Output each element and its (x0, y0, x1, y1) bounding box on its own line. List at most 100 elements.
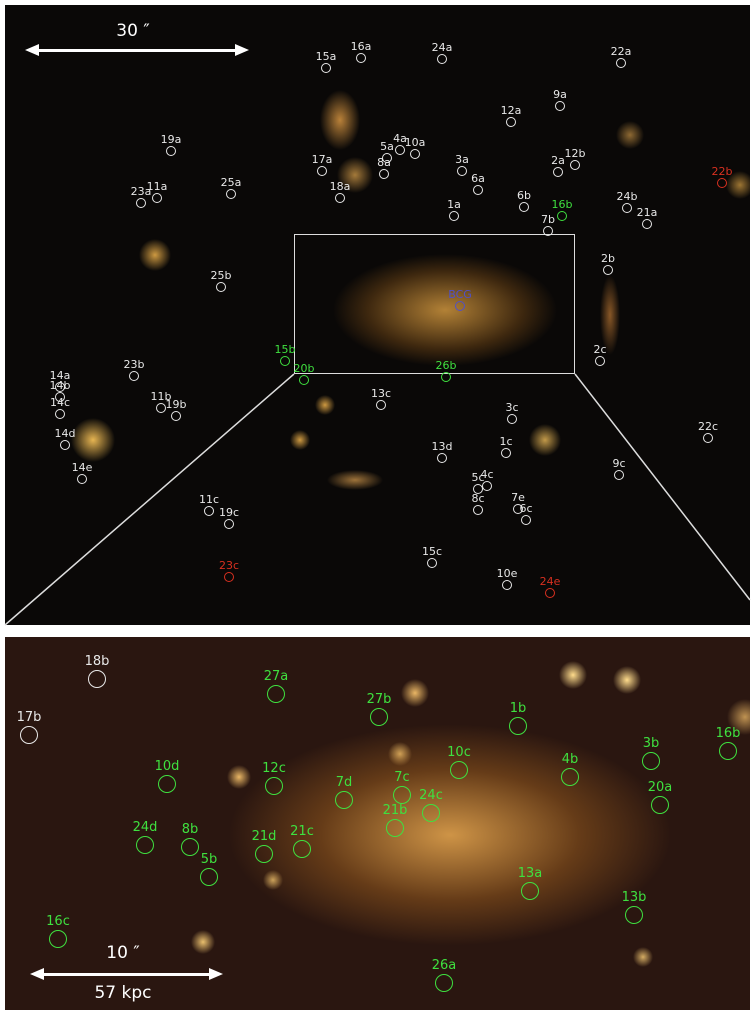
image-marker-circle (509, 717, 527, 735)
image-marker-label: 21c (290, 824, 314, 839)
image-marker-label: 9a (553, 88, 567, 101)
image-marker-label: 23b (123, 358, 145, 371)
image-marker-label: 7e (511, 491, 525, 504)
image-marker-circle (521, 882, 539, 900)
image-marker-label: 27b (366, 692, 392, 707)
image-marker-circle (60, 440, 70, 450)
image-marker-label: 10c (447, 745, 471, 760)
image-marker-label: 6c (519, 502, 533, 515)
image-marker-circle (719, 742, 737, 760)
image-marker-circle (437, 54, 447, 64)
image-marker-circle (158, 775, 176, 793)
image-marker-circle (561, 768, 579, 786)
image-marker-circle (622, 203, 632, 213)
image-marker-label: 11b (150, 390, 172, 403)
image-marker-label: 11c (198, 493, 220, 506)
image-marker-circle (55, 392, 65, 402)
image-marker-label: 20b (293, 362, 315, 375)
image-marker-label: 12a (500, 104, 522, 117)
arrow-right-icon (235, 44, 249, 56)
image-marker-label: 25a (220, 176, 242, 189)
image-marker-circle (356, 53, 366, 63)
image-marker-label: 7c (394, 770, 410, 785)
cluster-wide-field-image: 30 ″ 15a 16a 24a 22a 9a 12a 19a 4a 5a 10a 8a 17a 3a 6… (5, 5, 750, 625)
image-marker-label: 25b (210, 269, 232, 282)
image-marker-label: 14c (49, 396, 71, 409)
image-marker-label: 24b (616, 190, 638, 203)
image-marker-circle (410, 149, 420, 159)
arrow-left-icon (25, 44, 39, 56)
image-marker-circle (393, 786, 411, 804)
image-marker-label: 22c (697, 420, 719, 433)
image-marker-circle (55, 382, 65, 392)
image-marker-circle (519, 202, 529, 212)
image-marker-circle (200, 868, 218, 886)
connector-right (574, 373, 751, 601)
image-marker-label: 3b (642, 736, 660, 751)
image-marker-circle (136, 836, 154, 854)
image-marker-label: 16a (350, 40, 372, 53)
image-marker-label: 16b (715, 726, 741, 741)
image-marker-label: 4c (480, 468, 494, 481)
image-marker-circle (77, 474, 87, 484)
image-marker-circle (335, 193, 345, 203)
image-marker-circle (435, 974, 453, 992)
image-marker-label: 5b (200, 852, 218, 867)
image-marker-label: 13c (370, 387, 392, 400)
image-marker-label: 6b (517, 189, 531, 202)
image-marker-circle (321, 63, 331, 73)
scale-bar-10-arcsec (43, 973, 213, 976)
image-marker-label: 10d (154, 759, 180, 774)
image-marker-circle (55, 409, 65, 419)
image-marker-label: 24c (419, 788, 443, 803)
image-marker-label: 27a (263, 669, 289, 684)
image-marker-circle (204, 506, 214, 516)
image-marker-label: 1a (447, 198, 461, 211)
image-marker-circle (482, 481, 492, 491)
image-marker-label: 18a (329, 180, 351, 193)
image-marker-circle (473, 505, 483, 515)
image-marker-circle (543, 226, 553, 236)
image-marker-circle (129, 371, 139, 381)
image-marker-label: 23a (130, 185, 152, 198)
image-marker-circle (395, 145, 405, 155)
image-marker-label: 10a (404, 136, 426, 149)
image-marker-circle (521, 515, 531, 525)
image-marker-label: 7b (541, 213, 555, 226)
image-marker-circle (501, 448, 511, 458)
image-marker-circle (317, 166, 327, 176)
image-marker-label: 1b (509, 701, 527, 716)
image-marker-circle (156, 403, 166, 413)
image-marker-label: 17a (311, 153, 333, 166)
image-marker-label: 21d (251, 829, 277, 844)
image-marker-label: 4b (561, 752, 579, 767)
image-marker-circle (370, 708, 388, 726)
image-marker-label: 21a (636, 206, 658, 219)
image-marker-label: 5a (380, 140, 394, 153)
image-marker-circle (553, 167, 563, 177)
image-marker-circle (181, 838, 199, 856)
image-marker-circle (224, 572, 234, 582)
image-marker-circle (441, 372, 451, 382)
image-marker-label: 9c (612, 457, 626, 470)
image-marker-label: 17b (16, 710, 42, 725)
image-marker-label: 14b (49, 379, 71, 392)
image-marker-label: 23c (218, 559, 240, 572)
image-marker-label: 22a (610, 45, 632, 58)
zoom-inset-box (294, 234, 575, 374)
image-marker-circle (216, 282, 226, 292)
image-marker-label: 8b (181, 822, 199, 837)
image-marker-label: 26b (435, 359, 457, 372)
image-marker-circle (603, 265, 613, 275)
image-marker-circle (473, 185, 483, 195)
image-marker-label: 11a (146, 180, 168, 193)
image-marker-circle (450, 761, 468, 779)
image-marker-label: 13a (517, 866, 543, 881)
image-marker-circle (703, 433, 713, 443)
image-marker-circle (88, 670, 106, 688)
image-marker-circle (502, 580, 512, 590)
image-marker-circle (224, 519, 234, 529)
image-marker-label: 6a (471, 172, 485, 185)
image-marker-label: 16b (551, 198, 573, 211)
image-marker-label: 24a (431, 41, 453, 54)
